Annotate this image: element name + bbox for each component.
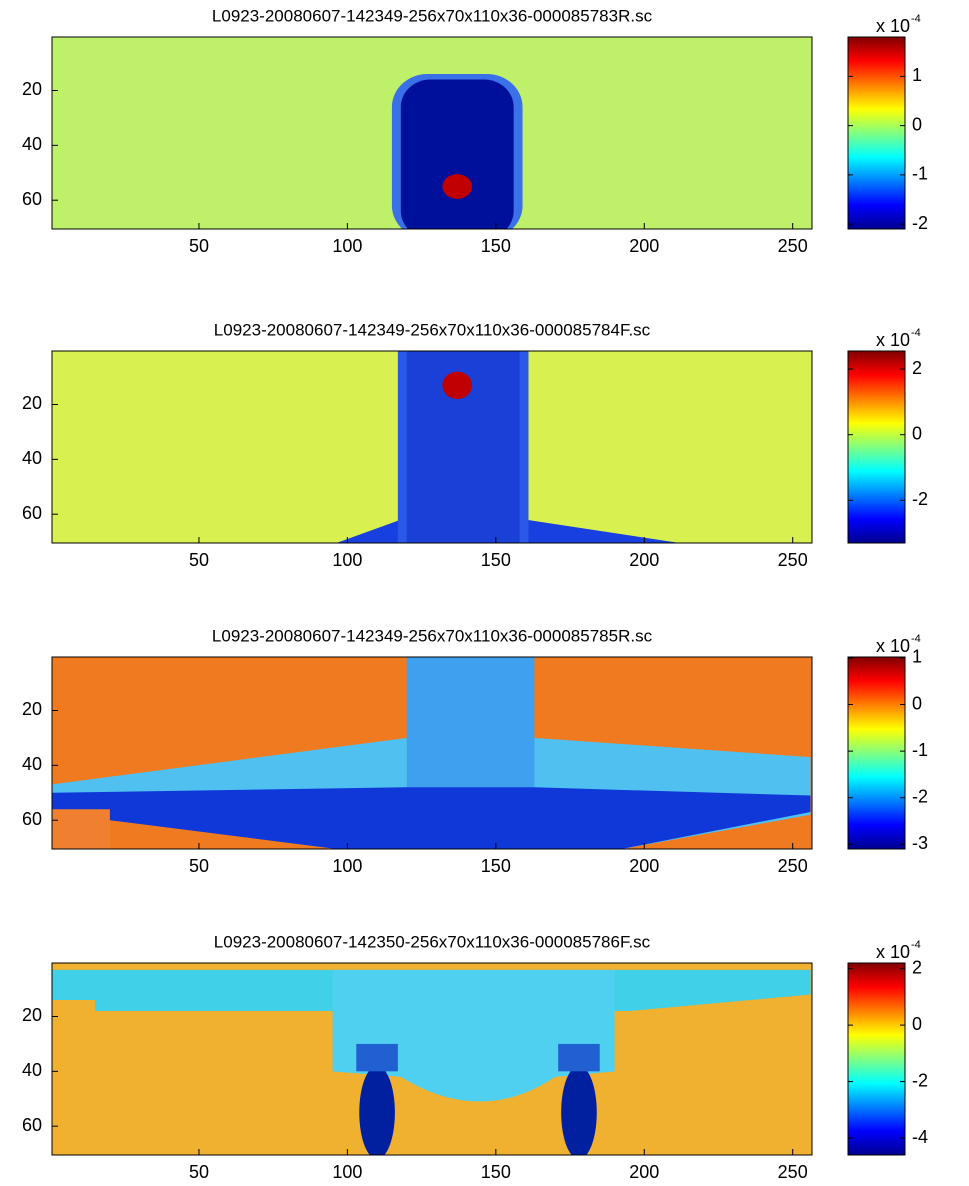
scene-shape xyxy=(52,809,110,849)
x-tick-label: 100 xyxy=(332,550,362,570)
colorbar xyxy=(847,36,906,230)
colorbar-exponent: -4 xyxy=(911,13,921,25)
x-tick-label: 150 xyxy=(481,1162,511,1182)
panel: L0923-20080607-142350-256x70x110x36-0000… xyxy=(22,932,928,1181)
panel: L0923-20080607-142349-256x70x110x36-0000… xyxy=(22,626,928,875)
scene-shape xyxy=(356,1043,398,1072)
colorbar-tick-label: -3 xyxy=(912,833,928,853)
x-tick-label: 50 xyxy=(189,236,209,256)
x-tick-label: 200 xyxy=(629,550,659,570)
colorbar-exponent: -4 xyxy=(911,939,921,951)
chart-title: L0923-20080607-142350-256x70x110x36-0000… xyxy=(214,932,651,951)
x-tick-label: 250 xyxy=(778,1162,808,1182)
y-tick-label: 60 xyxy=(22,1115,42,1135)
y-tick-label: 60 xyxy=(22,189,42,209)
heatmap-image xyxy=(52,351,812,543)
x-tick-label: 150 xyxy=(481,856,511,876)
x-tick-label: 200 xyxy=(629,236,659,256)
scene xyxy=(391,74,523,229)
panel: L0923-20080607-142349-256x70x110x36-0000… xyxy=(22,6,928,255)
heatmap-image xyxy=(52,963,812,1155)
scene-shape xyxy=(558,1043,600,1072)
heatmap-image xyxy=(52,37,812,229)
y-tick-label: 40 xyxy=(22,134,42,154)
colorbar xyxy=(847,350,906,544)
colorbar-tick-label: 0 xyxy=(912,114,922,134)
colorbar-tick-label: 1 xyxy=(912,647,922,667)
panel: L0923-20080607-142349-256x70x110x36-0000… xyxy=(22,320,928,569)
x-tick-label: 200 xyxy=(629,1162,659,1182)
axes-box xyxy=(51,962,813,1156)
chart-title: L0923-20080607-142349-256x70x110x36-0000… xyxy=(212,626,653,645)
y-tick-label: 20 xyxy=(22,79,42,99)
colorbar-tick-label: 2 xyxy=(912,957,922,977)
x-tick-label: 50 xyxy=(189,856,209,876)
axes-box xyxy=(51,350,813,544)
chart-title: L0923-20080607-142349-256x70x110x36-0000… xyxy=(214,320,651,339)
y-tick-label: 40 xyxy=(22,754,42,774)
y-tick-label: 20 xyxy=(22,393,42,413)
scene-shape xyxy=(52,787,811,849)
x-tick-label: 250 xyxy=(778,236,808,256)
axes-box xyxy=(51,36,813,230)
x-tick-label: 100 xyxy=(332,856,362,876)
x-tick-label: 150 xyxy=(481,550,511,570)
x-tick-label: 250 xyxy=(778,856,808,876)
x-tick-label: 200 xyxy=(629,856,659,876)
scene-shape xyxy=(359,1065,395,1155)
colorbar-tick-label: -4 xyxy=(912,1127,928,1147)
axes-box xyxy=(51,656,813,850)
scene-shape xyxy=(332,969,615,1102)
x-tick-label: 150 xyxy=(481,236,511,256)
colorbar xyxy=(847,962,906,1156)
colorbar-multiplier: x 10 xyxy=(876,16,910,36)
colorbar-tick-label: -2 xyxy=(912,1070,928,1090)
x-tick-label: 50 xyxy=(189,550,209,570)
colorbar-tick-label: 2 xyxy=(912,358,922,378)
colorbar-exponent: -4 xyxy=(911,327,921,339)
y-tick-label: 60 xyxy=(22,503,42,523)
chart-title: L0923-20080607-142349-256x70x110x36-0000… xyxy=(212,6,653,25)
scene xyxy=(52,657,811,849)
scene-shape xyxy=(442,174,473,199)
y-tick-label: 60 xyxy=(22,809,42,829)
y-tick-label: 20 xyxy=(22,699,42,719)
colorbar-tick-label: 0 xyxy=(912,423,922,443)
colorbar-tick-label: -1 xyxy=(912,740,928,760)
scene xyxy=(336,351,680,543)
y-tick-label: 20 xyxy=(22,1005,42,1025)
colorbar-tick-label: 1 xyxy=(912,65,922,85)
colorbar-tick-label: -2 xyxy=(912,489,928,509)
y-tick-label: 40 xyxy=(22,1060,42,1080)
scene-shape xyxy=(442,371,473,399)
colorbar-tick-label: -2 xyxy=(912,213,928,233)
x-tick-label: 250 xyxy=(778,550,808,570)
colorbar-tick-label: 0 xyxy=(912,1014,922,1034)
colorbar xyxy=(847,656,906,850)
colorbar-tick-label: -2 xyxy=(912,786,928,806)
scene xyxy=(52,969,811,1155)
y-tick-label: 40 xyxy=(22,448,42,468)
heatmap-image xyxy=(52,657,812,849)
x-tick-label: 100 xyxy=(332,1162,362,1182)
colorbar-exponent: -4 xyxy=(911,633,921,645)
colorbar-tick-label: 0 xyxy=(912,693,922,713)
colorbar-tick-label: -1 xyxy=(912,164,928,184)
colorbar-multiplier: x 10 xyxy=(876,636,910,656)
colorbar-multiplier: x 10 xyxy=(876,330,910,350)
scene-shape xyxy=(400,79,514,229)
scene-shape xyxy=(561,1065,597,1155)
colorbar-multiplier: x 10 xyxy=(876,942,910,962)
x-tick-label: 100 xyxy=(332,236,362,256)
x-tick-label: 50 xyxy=(189,1162,209,1182)
